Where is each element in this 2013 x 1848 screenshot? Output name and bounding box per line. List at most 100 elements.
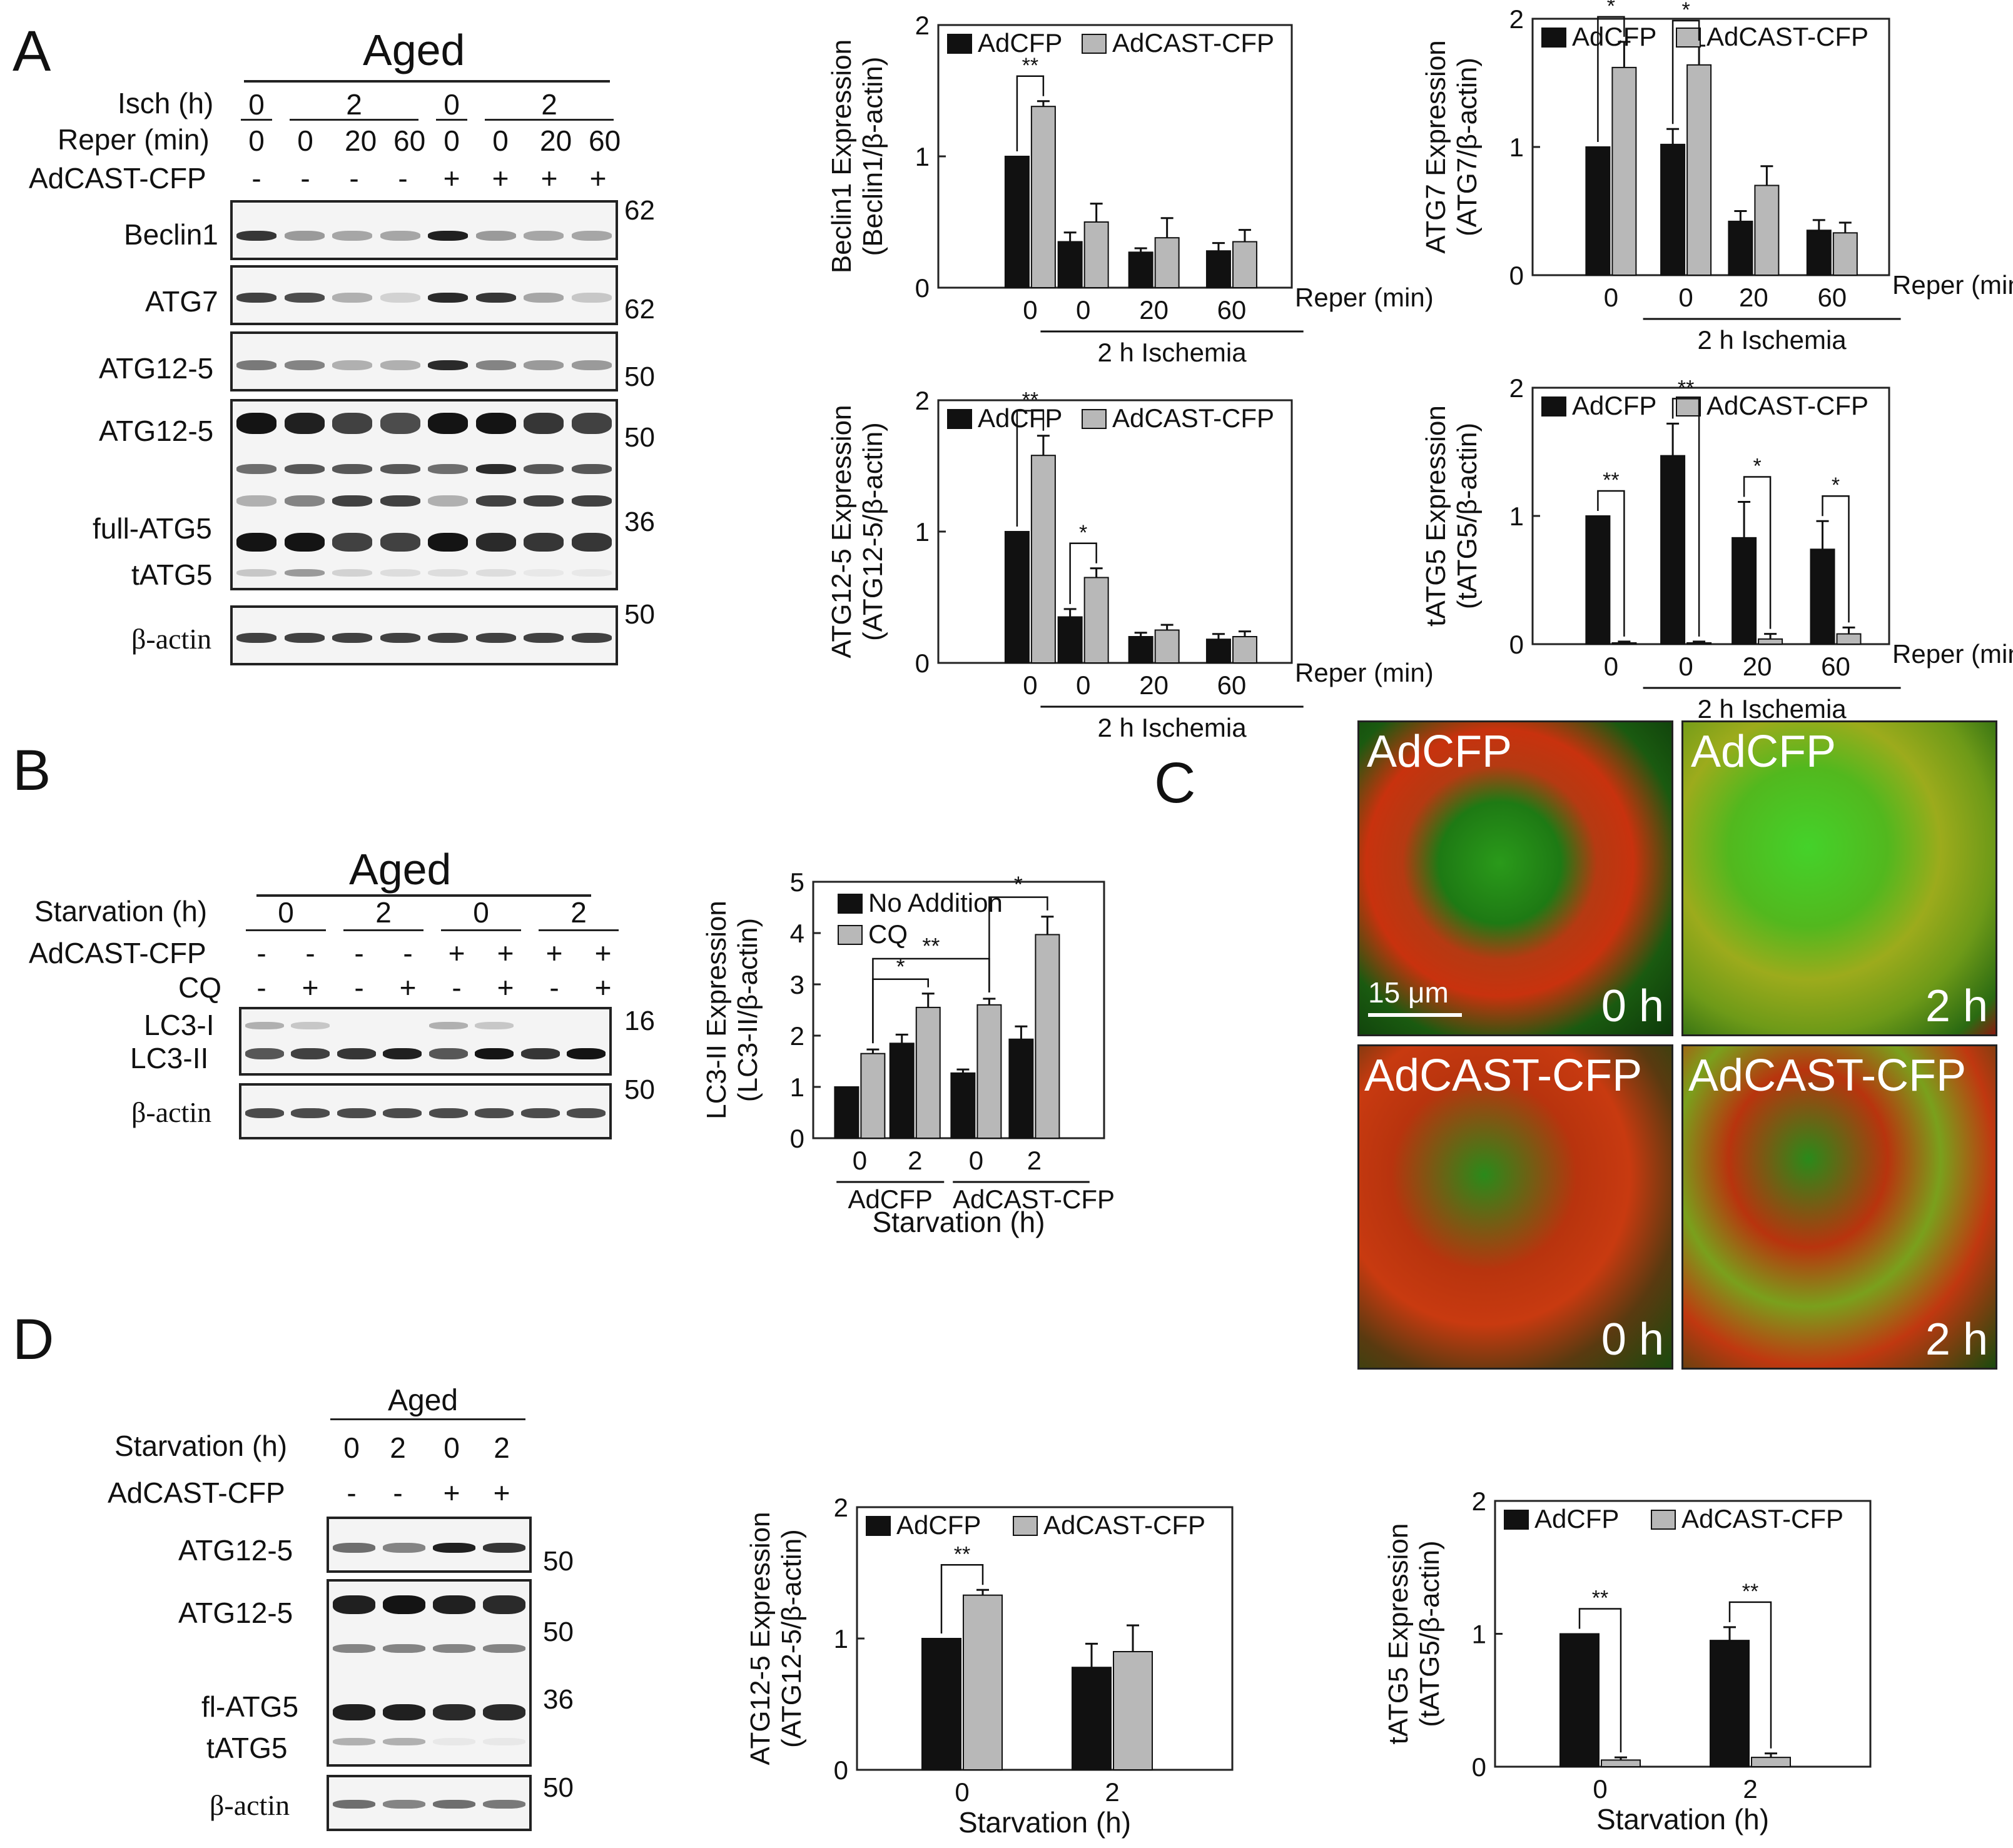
y-tick-label: 2: [915, 386, 930, 415]
blot-band: [524, 464, 564, 474]
blot-a-actin: [230, 605, 618, 665]
blot-band: [571, 533, 612, 552]
blot-band: [428, 464, 469, 474]
blot-band: [475, 293, 516, 303]
y-tick-label: 2: [915, 11, 930, 40]
blot-band: [383, 1704, 425, 1720]
y-axis-title: ATG12-5 Expression: [826, 405, 857, 658]
y-axis-title: tATG5 Expression: [1421, 405, 1451, 627]
blot-d-band-atg12-5-long: ATG12-5: [178, 1597, 293, 1629]
blot-band: [524, 495, 564, 507]
bar-adcfp: [1806, 230, 1832, 276]
blot-a-cast-label: -: [251, 162, 261, 194]
blot-a-label-isch: Isch (h): [118, 87, 214, 119]
blot-d-starv-label: 0: [444, 1431, 460, 1464]
blot-b-cast-label: -: [305, 937, 315, 969]
blot-d-starv-label: 0: [343, 1431, 360, 1464]
legend-swatch: [1541, 396, 1566, 417]
micrograph-label: AdCAST-CFP: [1364, 1051, 1643, 1101]
x-tick-label: 0: [1678, 283, 1693, 312]
x-tick-label: 60: [1217, 670, 1247, 700]
blot-a-cast-label: -: [398, 162, 408, 194]
blot-band: [475, 533, 516, 552]
y-axis-subtitle: (tATG5/β-actin): [1414, 1540, 1445, 1727]
x-axis-title: Starvation (h): [1596, 1803, 1769, 1835]
blot-band: [380, 293, 420, 303]
blot-a-cast-label: +: [443, 162, 460, 194]
bar-adcfp: [1128, 636, 1154, 664]
blot-band: [524, 231, 564, 241]
blot-d-cast-label: +: [493, 1477, 510, 1509]
bar-adcast-cfp: [1113, 1651, 1153, 1770]
legend-label: AdCAST-CFP: [1706, 22, 1868, 51]
blot-band: [524, 413, 564, 434]
group-label: 2 h Ischemia: [1097, 338, 1247, 367]
bar-adcast-cfp: [1686, 64, 1712, 276]
blot-band: [383, 1644, 425, 1653]
blot-band: [245, 1048, 284, 1059]
bar-adcast-cfp: [1758, 638, 1783, 645]
x-tick-label: 60: [1821, 652, 1850, 681]
blot-band: [428, 495, 469, 507]
blot-d-band-fl-atg5: fl-ATG5: [201, 1690, 299, 1723]
blot-band: [524, 533, 564, 552]
group-label: 2 h Ischemia: [1097, 713, 1247, 742]
bar-adcfp: [1004, 156, 1030, 288]
blot-d-cast-label: -: [347, 1477, 357, 1509]
group-label: AdCFP: [848, 1184, 933, 1214]
blot-a-atg7: [230, 265, 618, 325]
blot-a-reper-label: 60: [393, 124, 426, 157]
x-tick-label: 0: [1023, 670, 1037, 700]
blot-a-cast-label: -: [349, 162, 359, 194]
blot-a-cast-label: -: [300, 162, 310, 194]
blot-band: [571, 360, 612, 370]
y-tick-label: 1: [790, 1073, 804, 1102]
chart-frame: [856, 1506, 1234, 1771]
blot-b-actin: [239, 1083, 612, 1139]
significance-bracket: [1016, 75, 1045, 151]
bar-adcast-cfp: [1154, 629, 1180, 664]
bar-no-addition: [889, 1043, 915, 1139]
blot-a-band-tatg5: tATG5: [131, 558, 213, 591]
legend-swatch: [1504, 1510, 1529, 1530]
significance-bracket: [1016, 410, 1045, 527]
legend-label: No Addition: [868, 888, 1003, 917]
blot-b-band-actin: β-actin: [131, 1096, 212, 1128]
bar-cq: [1035, 934, 1060, 1139]
bar-adcast-cfp: [1030, 455, 1056, 664]
blot-band: [337, 1108, 376, 1118]
blot-a-reper-label: 20: [540, 124, 572, 157]
blot-d-mw-36: 36: [543, 1684, 574, 1715]
blot-a-band-full-atg5: full-ATG5: [93, 512, 212, 545]
micrograph-time: 2 h: [1925, 981, 1988, 1031]
blot-a-mw-62a: 62: [624, 195, 655, 226]
blot-a-label-reper: Reper (min): [58, 123, 210, 156]
x-tick-label: 2: [1743, 1774, 1757, 1804]
bar-cq: [860, 1053, 886, 1139]
bar-adcast-cfp: [1832, 232, 1858, 276]
group-label: 2 h Ischemia: [1698, 694, 1847, 724]
y-tick-label: 2: [1509, 4, 1524, 34]
blot-band: [433, 1644, 475, 1653]
x-tick-label: 0: [1678, 652, 1693, 681]
x-axis-unit: Reper (min): [1295, 283, 1434, 312]
blot-band: [475, 231, 516, 241]
blot-band: [520, 1048, 560, 1059]
blot-band: [380, 495, 420, 507]
y-tick-label: 0: [915, 649, 930, 678]
panel-letter-a: A: [13, 19, 51, 83]
significance-label: *: [1681, 0, 1690, 22]
blot-d-band-tatg5: tATG5: [206, 1732, 288, 1764]
blot-band: [428, 293, 469, 303]
legend-label: AdCFP: [978, 403, 1062, 433]
y-tick-label: 5: [790, 867, 804, 897]
y-axis-subtitle: (tATG5/β-actin): [1452, 423, 1483, 609]
blot-b-cq-label: +: [594, 971, 612, 1004]
blot-a-reper-label: 0: [444, 124, 460, 157]
blot-a-atg5-long: [230, 399, 618, 590]
blot-b-label-starv: Starvation (h): [34, 895, 208, 927]
bar-adcast-cfp: [1611, 66, 1637, 276]
blot-b-label-cq: CQ: [178, 971, 221, 1004]
significance-label: *: [1607, 0, 1615, 18]
